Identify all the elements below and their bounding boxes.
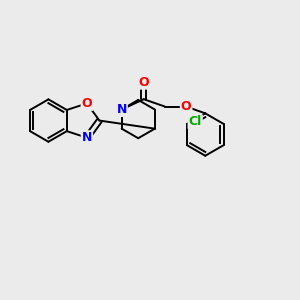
Text: O: O: [138, 76, 149, 88]
Text: O: O: [181, 100, 191, 113]
Text: N: N: [116, 103, 127, 116]
Text: N: N: [82, 131, 92, 144]
Text: O: O: [82, 97, 92, 110]
Text: Cl: Cl: [188, 115, 202, 128]
